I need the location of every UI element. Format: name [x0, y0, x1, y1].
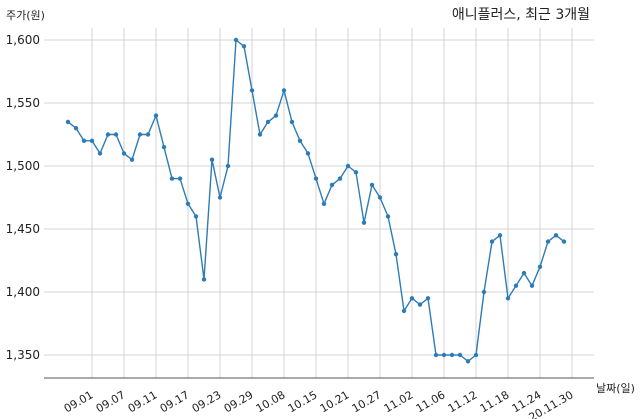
x-tick-label: 09.11	[126, 388, 160, 415]
grid-lines	[44, 28, 594, 378]
data-point	[513, 283, 519, 288]
data-point	[289, 119, 295, 125]
data-point	[425, 296, 431, 301]
data-point	[193, 214, 199, 219]
x-tick-label: 11.12	[446, 388, 480, 415]
data-point	[257, 132, 263, 137]
data-point	[409, 296, 415, 301]
data-point	[113, 132, 119, 137]
data-point	[225, 163, 231, 169]
data-point	[481, 289, 487, 295]
data-point	[457, 352, 463, 358]
data-point	[249, 88, 255, 93]
data-point	[73, 126, 79, 131]
data-point	[209, 157, 215, 162]
x-tick-labels: 09.0109.0709.1109.1709.2309.2910.0810.15…	[62, 388, 576, 419]
data-point	[241, 44, 247, 49]
x-axis-label: 날짜(일)	[596, 381, 635, 395]
data-point	[473, 352, 479, 358]
y-tick-label: 1,400	[6, 285, 40, 299]
data-point	[353, 170, 359, 175]
data-point	[465, 359, 471, 364]
data-point	[393, 252, 399, 257]
y-tick-labels: 1,350 1,400 1,450 1,500 1,550 1,600	[6, 33, 40, 362]
data-point	[449, 352, 455, 358]
y-axis-label: 주가(원)	[6, 9, 45, 22]
data-point	[369, 182, 375, 188]
data-point	[169, 176, 175, 181]
data-point	[377, 195, 383, 200]
x-tick-label: 09.29	[222, 388, 256, 415]
data-point	[137, 132, 143, 137]
data-point	[417, 302, 423, 307]
data-point	[545, 239, 551, 244]
data-point	[529, 283, 535, 288]
data-point	[385, 214, 391, 219]
data-point	[65, 119, 71, 125]
y-tick-label: 1,600	[6, 33, 40, 47]
x-tick-label: 11.18	[478, 388, 512, 415]
data-points	[65, 37, 567, 364]
x-tick-label: 09.07	[94, 388, 128, 415]
x-tick-label: 10.27	[350, 388, 384, 415]
x-tick-label: 10.08	[254, 388, 288, 415]
data-point	[81, 138, 87, 143]
data-point	[505, 296, 511, 301]
data-point	[185, 201, 191, 206]
data-point	[121, 151, 127, 156]
data-point	[433, 352, 439, 358]
x-tick-label: 09.23	[190, 388, 224, 415]
data-point	[129, 157, 135, 162]
y-tick-label: 1,550	[6, 96, 40, 110]
data-point	[345, 163, 351, 169]
data-point	[161, 144, 167, 150]
data-point	[337, 176, 343, 181]
data-point	[89, 138, 95, 143]
data-point	[233, 37, 239, 43]
x-tick-label: 10.21	[318, 388, 352, 415]
data-point	[265, 119, 271, 125]
x-tick-label: 11.06	[414, 388, 448, 415]
data-point	[313, 176, 319, 181]
y-tick-label: 1,350	[6, 348, 40, 362]
data-point	[521, 270, 527, 276]
data-point	[145, 132, 151, 137]
data-point	[561, 239, 567, 244]
data-point	[97, 151, 103, 156]
data-point	[281, 88, 287, 93]
data-point	[273, 113, 279, 118]
data-point	[401, 308, 407, 314]
data-point	[441, 352, 447, 358]
data-point	[305, 151, 311, 156]
data-point	[217, 195, 223, 200]
x-tick-label: 10.15	[286, 388, 320, 415]
data-point	[201, 277, 207, 282]
data-point	[177, 176, 183, 181]
data-point	[153, 113, 159, 118]
data-point	[329, 182, 335, 188]
data-point	[497, 233, 503, 238]
y-tick-label: 1,450	[6, 222, 40, 236]
data-point	[361, 220, 367, 225]
x-tick-label: 09.01	[62, 388, 96, 415]
x-tick-label: 11.02	[382, 388, 416, 415]
data-point	[489, 239, 495, 244]
x-tick-label: 09.17	[158, 388, 192, 415]
y-tick-label: 1,500	[6, 159, 40, 173]
data-point	[537, 264, 543, 269]
chart-title: 애니플러스, 최근 3개월	[452, 7, 590, 23]
data-point	[553, 233, 559, 238]
data-point	[321, 201, 327, 206]
data-point	[297, 138, 303, 143]
data-point	[105, 132, 111, 137]
